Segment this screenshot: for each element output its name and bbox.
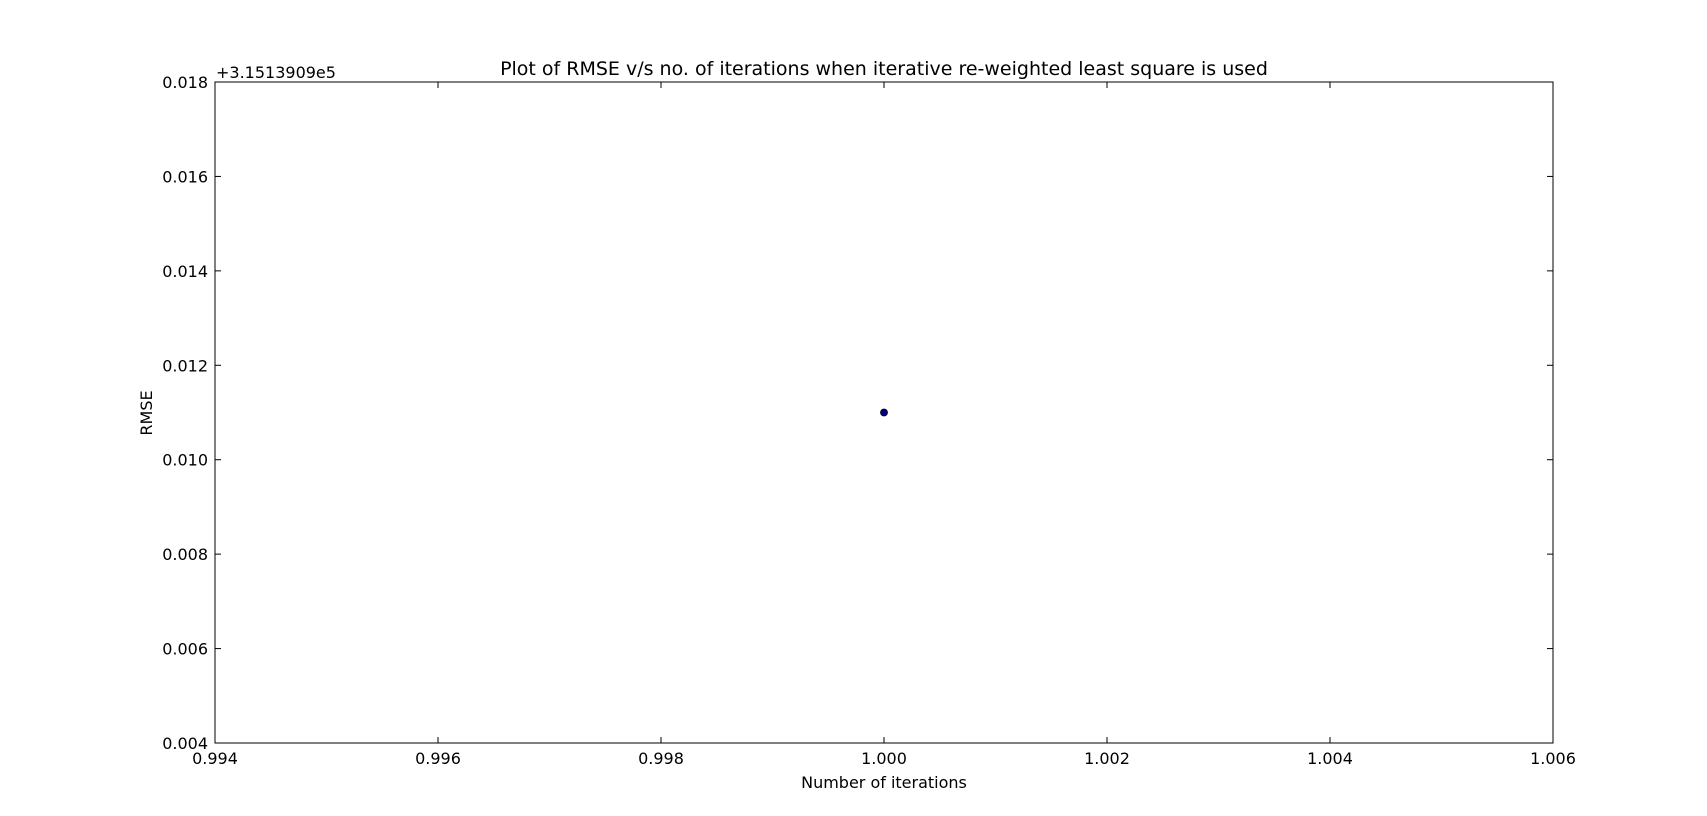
x-tick-label: 1.002 (1084, 749, 1130, 768)
x-tick-label: 0.994 (192, 749, 238, 768)
ticks-layer: 0.994 0.996 0.998 1.000 1.002 1.004 1.006 0.004… (162, 73, 1576, 768)
y-tick-label: 0.016 (162, 167, 208, 186)
x-tick-label: 0.996 (415, 749, 461, 768)
x-tick-label: 1.004 (1307, 749, 1353, 768)
y-tick-label: 0.004 (162, 734, 208, 753)
x-tick-label: 1.006 (1530, 749, 1576, 768)
points-layer (880, 408, 888, 417)
y-tick-label: 0.008 (162, 545, 208, 564)
y-tick-label: 0.012 (162, 356, 208, 375)
y-tick-label: 0.006 (162, 640, 208, 659)
y-offset-label: +3.1513909e5 (216, 63, 336, 82)
x-tick-label: 1.000 (861, 749, 907, 768)
x-tick-label: 0.998 (638, 749, 684, 768)
data-point (880, 408, 888, 417)
y-tick-label: 0.018 (162, 73, 208, 92)
plot-area-frame (214, 81, 1554, 744)
y-axis-label: RMSE (137, 390, 156, 435)
y-tick-label: 0.010 (162, 451, 208, 470)
y-tick-label: 0.014 (162, 262, 208, 281)
chart-title: Plot of RMSE v/s no. of iterations when … (500, 58, 1268, 80)
x-axis-label: Number of iterations (801, 773, 967, 792)
